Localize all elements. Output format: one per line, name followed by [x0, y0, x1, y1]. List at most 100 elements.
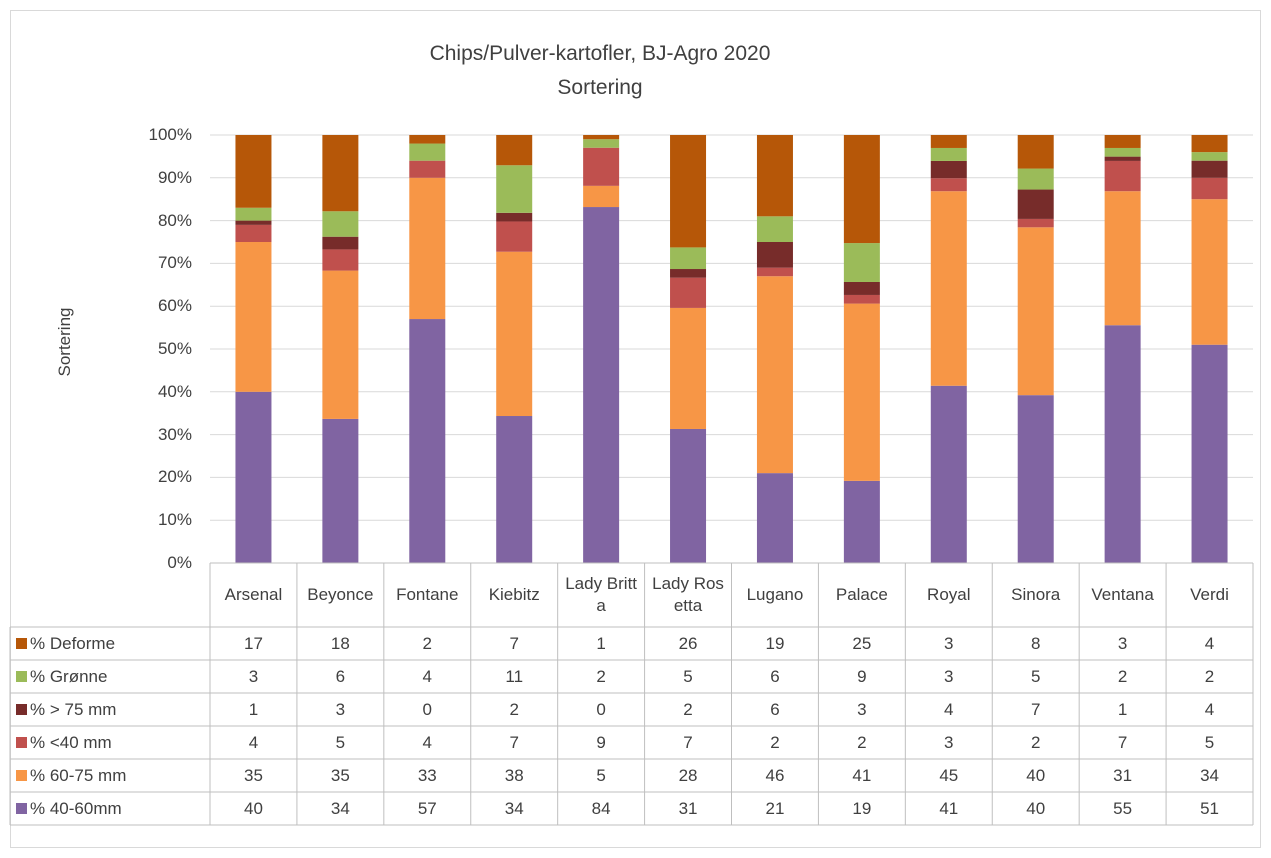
bar-segment [1017, 227, 1054, 396]
table-value: 7 [1117, 732, 1128, 752]
table-value: 4 [422, 666, 433, 686]
table-value: 1 [596, 633, 606, 653]
x-tick-label: Palace [835, 585, 888, 604]
bar-segment [756, 276, 793, 474]
bar-segment [930, 385, 967, 563]
y-tick-label: 0% [167, 553, 192, 572]
bar-segment [843, 243, 880, 282]
bar-segment [1017, 168, 1054, 190]
bar-segment [496, 251, 533, 417]
bar-segment [235, 391, 272, 563]
table-value: 25 [852, 633, 872, 653]
bar-segment [235, 207, 272, 221]
bar-segment [409, 160, 446, 178]
table-value: 3 [944, 732, 954, 752]
bar-segment [583, 147, 620, 186]
bar-segment [322, 211, 359, 237]
legend-entry: % > 75 mm [10, 693, 210, 726]
y-tick-label: 90% [157, 167, 192, 187]
table-value: 34 [330, 798, 350, 818]
table-value: 38 [504, 765, 524, 785]
legend-label: % 40-60mm [30, 798, 122, 818]
table-value: 7 [683, 732, 693, 752]
bar-segment [583, 139, 620, 148]
table-value: 11 [505, 666, 524, 686]
bar-segment [322, 270, 359, 419]
table-value: 4 [1204, 699, 1215, 719]
bar-segment [756, 267, 793, 277]
y-tick-label: 100% [148, 125, 192, 144]
table-value: 17 [243, 633, 263, 653]
bar-segment [583, 185, 620, 208]
table-value: 28 [678, 765, 698, 785]
legend-swatch [16, 737, 27, 748]
table-value: 40 [1026, 765, 1046, 785]
legend-entry: % Deforme [10, 627, 210, 660]
table-value: 35 [243, 765, 263, 785]
table-value: 31 [678, 798, 698, 818]
bar-segment [409, 177, 446, 320]
bar-segment [930, 178, 967, 192]
table-value: 34 [1200, 765, 1219, 785]
table-value: 3 [857, 699, 867, 719]
legend-swatch [16, 671, 27, 682]
bar-segment [1104, 191, 1141, 326]
y-tick-label: 50% [157, 339, 192, 358]
bar-segment [1191, 160, 1228, 178]
bar-segment [1191, 344, 1228, 563]
chart-subtitle: Sortering [557, 76, 643, 99]
bar-segment [930, 160, 967, 179]
legend-entry: % 40-60mm [10, 792, 210, 825]
bar-segment [843, 480, 880, 563]
table-value: 19 [852, 798, 872, 818]
table-value: 6 [335, 666, 346, 686]
legend-label: % Deforme [30, 633, 116, 653]
x-tick-label: Beyonce [307, 585, 374, 604]
legend-entry: % 60-75 mm [10, 759, 210, 792]
table-value: 33 [417, 765, 437, 785]
x-tick-label: Kiebitz [488, 585, 540, 604]
chart-title: Chips/Pulver-kartofler, BJ-Agro 2020 [429, 42, 771, 65]
bar-segment [409, 135, 446, 144]
bar-segment [1017, 395, 1054, 563]
table-value: 4 [422, 732, 433, 752]
table-value: 6 [770, 666, 780, 686]
y-tick-label: 70% [157, 253, 192, 273]
legend-swatch [16, 770, 27, 781]
table-value: 31 [1113, 765, 1133, 785]
bar-segment [1104, 325, 1141, 563]
legend-label: % Grønne [30, 666, 108, 686]
bar-segment [1191, 199, 1228, 345]
table-value: 9 [596, 732, 606, 752]
bar-segment [843, 135, 880, 244]
bar-segment [1104, 160, 1141, 192]
table-value: 2 [770, 732, 780, 752]
bar-segment [322, 249, 359, 271]
bar-segment [670, 247, 707, 270]
y-tick-label: 10% [157, 510, 192, 530]
y-tick-label: 80% [157, 210, 192, 230]
table-value: 1 [248, 699, 259, 719]
table-value: 26 [678, 633, 698, 653]
bar-segment [496, 416, 533, 563]
legend-label: % 60-75 mm [30, 765, 127, 785]
bar-segment [322, 418, 359, 563]
bar-segment [496, 221, 533, 252]
table-value: 4 [248, 732, 259, 752]
bar-segment [843, 294, 880, 304]
bar-segment [930, 135, 967, 148]
table-value: 35 [330, 765, 350, 785]
x-tick-label: Arsenal [224, 585, 283, 604]
bar-segment [1104, 156, 1141, 161]
table-value: 2 [1204, 666, 1215, 686]
table-value: 21 [765, 798, 785, 818]
bar-segment [1017, 135, 1054, 169]
bar-segment [670, 135, 707, 248]
table-value: 57 [417, 798, 437, 818]
table-value: 7 [509, 732, 519, 752]
x-tick-label: Lady Rosetta [652, 574, 724, 615]
table-value: 18 [330, 633, 350, 653]
table-value: 51 [1200, 798, 1219, 818]
legend-label: % > 75 mm [30, 699, 117, 719]
